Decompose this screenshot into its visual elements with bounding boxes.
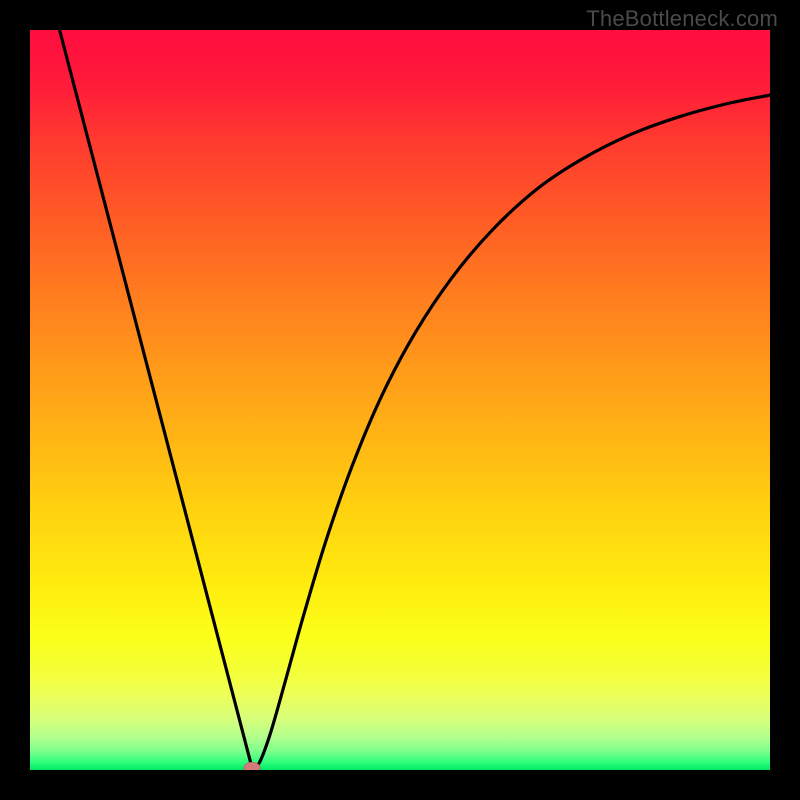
- chart-frame: TheBottleneck.com: [0, 0, 800, 800]
- watermark-text: TheBottleneck.com: [586, 6, 778, 32]
- plot-area: [30, 30, 770, 770]
- bottleneck-curve: [30, 30, 770, 770]
